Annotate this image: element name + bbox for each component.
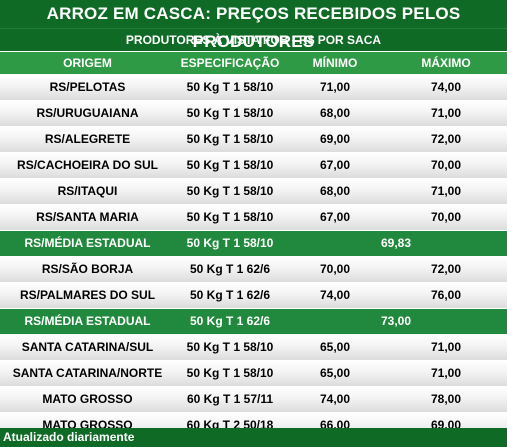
cell-origem: RS/SÃO BORJA [41,262,134,276]
table-row: RS/URUGUAIANA 50 Kg T 1 58/10 68,00 71,0… [0,100,507,126]
cell-especificacao: 50 Kg T 1 62/6 [189,314,271,328]
cell-maximo: 72,00 [430,262,462,276]
cell-especificacao: 50 Kg T 1 58/10 [186,366,274,380]
cell-average: 69,83 [380,236,412,250]
table-row: RS/ITAQUI 50 Kg T 1 58/10 68,00 71,00 [0,178,507,204]
column-header-maximo: MÁXIMO [421,56,471,70]
table-row: RS/SANTA MARIA 50 Kg T 1 58/10 67,00 70,… [0,204,507,230]
cell-maximo: 70,00 [430,158,462,172]
cell-origem: RS/MÉDIA ESTADUAL [24,236,151,250]
table-row: MATO GROSSO 60 Kg T 1 57/11 74,00 78,00 [0,386,507,412]
cell-minimo: 65,00 [319,366,351,380]
cell-especificacao: 50 Kg T 1 58/10 [186,184,274,198]
cell-especificacao: 50 Kg T 1 58/10 [186,80,274,94]
table-row: RS/ALEGRETE 50 Kg T 1 58/10 69,00 72,00 [0,126,507,152]
cell-origem: RS/PALMARES DO SUL [19,288,156,302]
cell-maximo: 74,00 [430,80,462,94]
table-row: RS/SÃO BORJA 50 Kg T 1 62/6 70,00 72,00 [0,256,507,282]
cell-especificacao: 60 Kg T 1 57/11 [186,392,274,406]
cell-minimo: 71,00 [319,80,351,94]
column-header-minimo: MÍNIMO [312,56,358,70]
table-row: SANTA CATARINA/NORTE 50 Kg T 1 58/10 65,… [0,360,507,386]
table-row: RS/PELOTAS 50 Kg T 1 58/10 71,00 74,00 [0,74,507,100]
cell-especificacao: 50 Kg T 1 62/6 [189,288,271,302]
cell-minimo: 69,00 [319,132,351,146]
table-row: RS/PALMARES DO SUL 50 Kg T 1 62/6 74,00 … [0,282,507,308]
cell-minimo: 68,00 [319,106,351,120]
table-header: ORIGEM ESPECIFICAÇÃO MÍNIMO MÁXIMO [0,51,507,74]
column-header-especificacao: ESPECIFICAÇÃO [180,56,280,70]
page-title: ARROZ EM CASCA: PREÇOS RECEBIDOS PELOS P… [0,0,507,51]
cell-minimo: 70,00 [319,262,351,276]
cell-minimo: 68,00 [319,184,351,198]
cell-minimo: 67,00 [319,158,351,172]
cell-especificacao: 50 Kg T 1 58/10 [186,158,274,172]
cell-minimo: 74,00 [319,392,351,406]
cell-origem: RS/ALEGRETE [44,132,131,146]
cell-origem: RS/MÉDIA ESTADUAL [24,314,151,328]
cell-especificacao: 50 Kg T 1 62/6 [189,262,271,276]
cell-origem: MATO GROSSO [42,392,133,406]
cell-especificacao: 50 Kg T 1 58/10 [186,236,274,250]
cell-maximo: 71,00 [430,106,462,120]
cell-minimo: 74,00 [319,288,351,302]
cell-maximo: 76,00 [430,288,462,302]
cell-origem: SANTA CATARINA/NORTE [12,366,163,380]
cell-maximo: 72,00 [430,132,462,146]
cell-origem: RS/PELOTAS [49,80,126,94]
cell-average: 73,00 [380,314,412,328]
cell-maximo: 71,00 [430,184,462,198]
average-row: RS/MÉDIA ESTADUAL 50 Kg T 1 58/10 69,83 [0,230,507,256]
cell-especificacao: 50 Kg T 1 58/10 [186,106,274,120]
page-subtitle: PRODUTORES À VISTA FOB - R$ POR SACA [0,28,507,51]
average-row: RS/MÉDIA ESTADUAL 50 Kg T 1 62/6 73,00 [0,308,507,334]
cell-origem: RS/CACHOEIRA DO SUL [17,158,158,172]
table-body: RS/PELOTAS 50 Kg T 1 58/10 71,00 74,00 R… [0,74,507,438]
cell-especificacao: 50 Kg T 1 58/10 [186,340,274,354]
cell-maximo: 78,00 [430,392,462,406]
table-row: RS/CACHOEIRA DO SUL 50 Kg T 1 58/10 67,0… [0,152,507,178]
cell-maximo: 70,00 [430,210,462,224]
cell-origem: RS/URUGUAIANA [36,106,139,120]
cell-minimo: 67,00 [319,210,351,224]
cell-maximo: 71,00 [430,340,462,354]
cell-maximo: 71,00 [430,366,462,380]
column-header-origem: ORIGEM [63,56,112,70]
cell-especificacao: 50 Kg T 1 58/10 [186,210,274,224]
cell-origem: RS/SANTA MARIA [36,210,139,224]
table-row: SANTA CATARINA/SUL 50 Kg T 1 58/10 65,00… [0,334,507,360]
cell-origem: SANTA CATARINA/SUL [21,340,154,354]
cell-origem: RS/ITAQUI [57,184,118,198]
cell-minimo: 65,00 [319,340,351,354]
update-note: Atualizado diariamente [0,428,507,447]
cell-especificacao: 50 Kg T 1 58/10 [186,132,274,146]
